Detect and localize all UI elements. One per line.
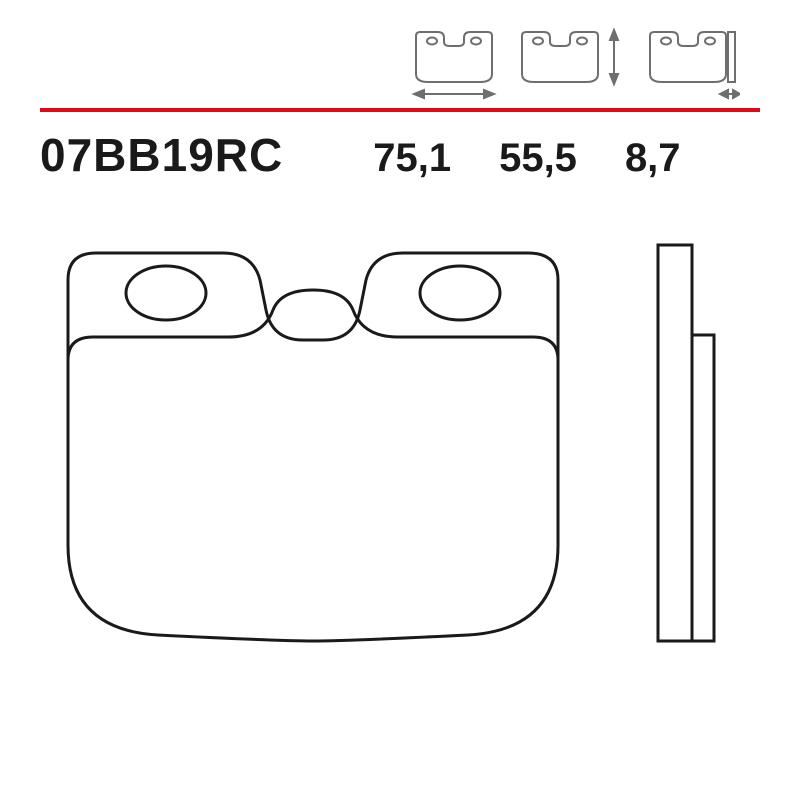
pad-height-icon	[516, 28, 626, 102]
technical-drawing	[48, 235, 758, 745]
accent-divider	[40, 108, 760, 112]
dim-thickness: 8,7	[625, 136, 681, 181]
brake-pad-side-view	[658, 245, 714, 641]
dim-height: 55,5	[499, 136, 577, 181]
pad-thickness-icon	[644, 28, 740, 102]
pad-width-icon	[410, 28, 498, 102]
diagram-canvas: 07BB19RC 75,1 55,5 8,7	[0, 0, 800, 800]
dimension-icons	[410, 28, 740, 102]
dimensions-list: 75,1 55,5 8,7	[373, 136, 680, 181]
brake-pad-front-view	[68, 253, 558, 641]
label-row: 07BB19RC 75,1 55,5 8,7	[40, 128, 760, 182]
part-number: 07BB19RC	[40, 128, 283, 182]
dim-width: 75,1	[373, 136, 451, 181]
